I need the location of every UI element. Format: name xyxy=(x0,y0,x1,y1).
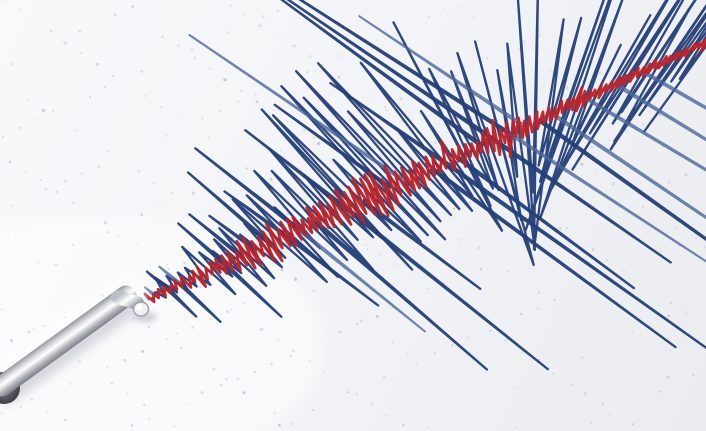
pen-tip-highlight xyxy=(136,304,143,311)
blue-needle-tails-light xyxy=(143,15,706,333)
red-seismogram-trace xyxy=(143,38,706,304)
paper-glow-layer xyxy=(0,215,325,431)
blue-needle-tails xyxy=(145,0,706,371)
paper-highlight xyxy=(0,215,325,431)
pen-collar xyxy=(111,290,144,310)
red-trace-line xyxy=(143,38,706,304)
pen-shadow xyxy=(0,300,139,405)
pen-rod xyxy=(0,285,137,397)
seismograph-pen xyxy=(0,285,150,404)
blue-seismogram-trace xyxy=(143,0,706,371)
